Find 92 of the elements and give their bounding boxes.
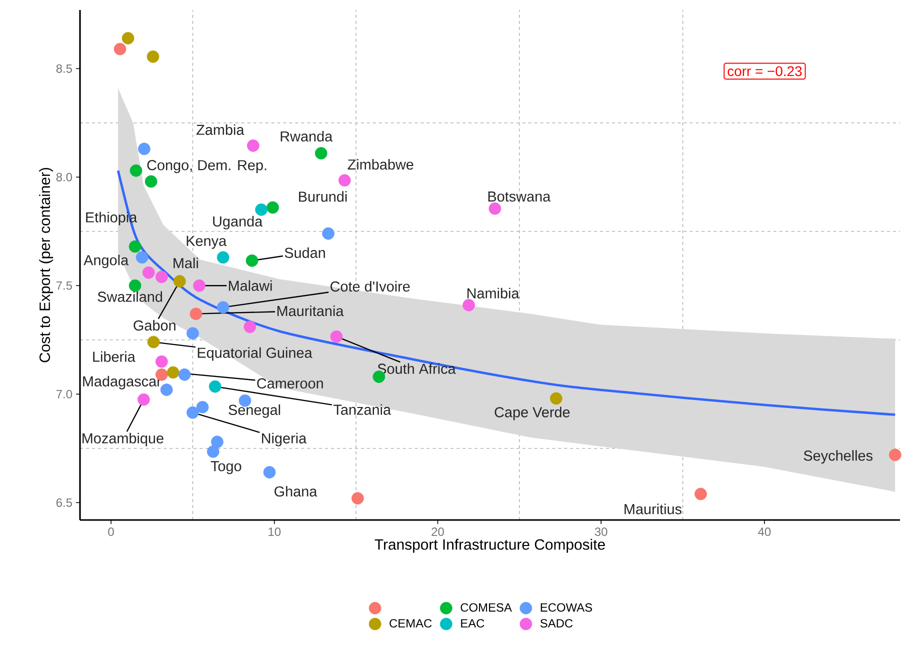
x-tick-label: 0 [108,528,114,536]
annotation: Ghana [274,486,318,497]
y-tick-label: 8.0 [56,172,72,182]
point [122,32,134,44]
legend-label: COMESA [460,603,512,612]
point [338,174,351,187]
annotation: Sudan [284,247,325,258]
point [216,251,230,264]
annotation: corr = −0.23 [728,66,802,76]
annotation: Nigeria [262,432,307,446]
point [156,355,168,368]
point [178,368,191,381]
point [186,327,199,340]
legend-label: ECOWAS [540,603,592,612]
point [114,42,126,56]
point [136,251,148,264]
x-tick-label: 30 [594,528,608,536]
annotation: Zimbabwe [348,159,414,170]
annotation: Togo [210,461,242,474]
point [352,492,364,504]
point [246,254,258,267]
point [193,279,206,292]
point [888,448,902,462]
point [263,466,276,478]
point [550,392,562,405]
point [196,400,209,414]
point [211,436,224,448]
point [138,393,150,406]
point [330,330,343,343]
legend-label: CEMAC [390,619,432,628]
point [156,270,168,284]
y-axis-title: Cost to Export (per container) [39,168,54,362]
annotation: Mozambique [82,432,164,446]
point [190,308,202,320]
y-tick-label: 8.5 [56,64,72,73]
point [216,301,230,314]
annotation: Cote d'Ivoire [330,281,410,292]
annotation: Cape Verde [494,406,570,420]
annotation: Mauritius [624,504,682,514]
point [206,445,220,458]
point [246,139,260,152]
annotation: Rwanda [280,130,333,142]
point [128,279,142,292]
point [186,406,199,419]
point [130,164,142,177]
point [694,488,707,500]
point [314,147,328,160]
point [173,275,186,288]
annotation: Angola [84,254,129,268]
x-tick-label: 40 [758,528,771,536]
point [462,298,475,312]
annotation: Liberia [93,351,136,362]
point [147,336,160,348]
annotation: Congo, Dem. Rep. [147,160,266,174]
point [322,227,334,240]
x-tick-label: 20 [432,528,444,536]
annotation: Namibia [467,288,520,298]
point [144,175,158,188]
point [160,384,173,396]
annotation: Botswana [488,192,551,202]
point [138,142,150,156]
point [166,366,180,379]
point [128,240,142,253]
point [244,320,256,334]
annotation: Equatorial Guinea [198,347,312,361]
annotation: Gabon [134,320,176,331]
annotation: Cameroon [257,378,323,389]
annotation: Swaziland [98,291,162,302]
annotation: Uganda [213,216,263,230]
annotation: Kenya [186,236,227,249]
x-tick-label: 10 [268,528,281,536]
point [255,203,268,216]
y-tick-label: 6.5 [56,498,72,507]
annotation: Malawi [228,280,272,291]
annotation: Mauritania [277,306,344,316]
x-axis-title: Transport Infrastructure Composite [374,538,605,553]
point [488,202,502,215]
annotation: Seychelles [804,450,873,464]
point [208,380,222,393]
point [266,201,279,214]
annotation: Madagascar [83,376,162,390]
legend-label: EAC [461,619,484,628]
point [146,50,160,63]
annotation: Senegal [228,404,280,418]
annotation: Tanzania [334,404,392,415]
annotation: Burundi [299,191,347,202]
y-tick-label: 7.0 [56,390,72,398]
annotation: Zambia [196,124,244,135]
annotation: Mali [174,258,198,268]
legend-label: SADC [540,619,573,628]
y-tick-label: 7.5 [56,281,72,290]
point [142,266,155,279]
